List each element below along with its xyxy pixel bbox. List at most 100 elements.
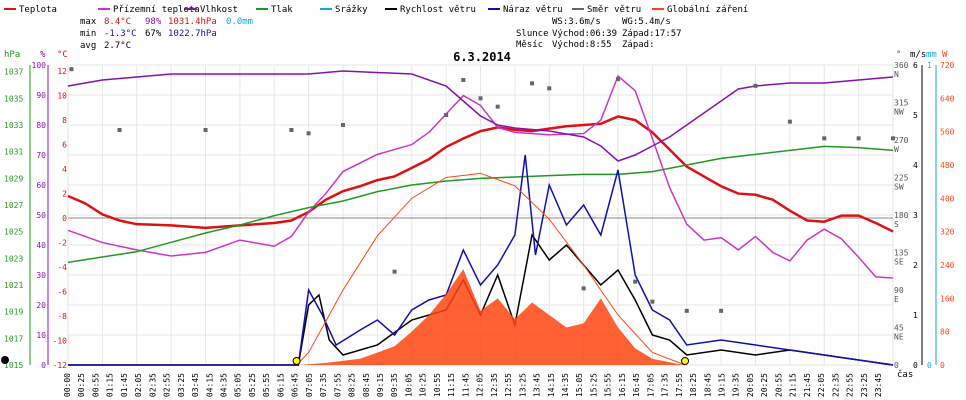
pct-tick-label: 70 xyxy=(36,151,46,160)
dir-tick-label: 180 xyxy=(894,211,909,220)
x-tick-label: 07:05 xyxy=(305,373,314,397)
c-tick-label: -8 xyxy=(57,312,67,321)
dir-tick-label: 135 xyxy=(894,249,909,258)
wind-direction-point xyxy=(616,77,620,82)
x-tick-label: 21:15 xyxy=(789,373,798,397)
legend-label: Globální záření xyxy=(667,5,748,15)
stats-max-rain: 0.0mm xyxy=(226,17,253,27)
c-tick-label: -6 xyxy=(57,288,67,297)
legend-label: Směr větru xyxy=(587,5,641,15)
hpa-tick-label: 1027 xyxy=(4,201,23,210)
c-tick-label: 12 xyxy=(57,67,67,76)
stats-max-hum: 98% xyxy=(145,17,162,27)
x-tick-label: 19:35 xyxy=(732,373,741,397)
dir-name-label: NW xyxy=(894,108,904,117)
stats-max-label: max xyxy=(80,17,97,27)
x-tick-label: 07:55 xyxy=(333,373,342,397)
pct-tick-label: 20 xyxy=(36,301,46,310)
wind-direction-point xyxy=(289,128,294,132)
legend-label: Teplota xyxy=(19,5,57,15)
x-tick-label: 23:45 xyxy=(874,373,883,397)
hpa-tick-label: 1015 xyxy=(4,361,23,370)
ms-tick-label: 2 xyxy=(913,261,918,270)
mm-tick-label: 0 xyxy=(927,361,932,370)
axis-title-c: °C xyxy=(57,50,68,60)
stats-max-press: 1031.4hPa xyxy=(168,17,217,27)
wind-direction-point xyxy=(69,67,74,72)
pct-tick-label: 0 xyxy=(41,361,46,370)
dir-name-label: SW xyxy=(894,183,904,192)
stats-min-hum: 67% xyxy=(145,29,162,39)
dir-tick-label: 360 xyxy=(894,61,909,70)
wind-direction-point xyxy=(306,131,311,136)
dir-name-label: E xyxy=(894,295,899,304)
chart-title: 6.3.2014 xyxy=(453,50,511,64)
wind-direction-point xyxy=(392,269,397,274)
x-tick-label: 03:25 xyxy=(177,373,186,397)
x-tick-label: 20:55 xyxy=(774,373,783,397)
hpa-tick-label: 1033 xyxy=(4,121,23,130)
x-tick-label: 00:55 xyxy=(91,373,100,397)
sun-marker xyxy=(681,357,690,365)
w-tick-label: 240 xyxy=(940,261,955,270)
x-tick-label: 06:15 xyxy=(276,373,285,397)
stats-min-press: 1022.7hPa xyxy=(168,29,217,39)
moon-set: Západ: xyxy=(622,40,655,50)
c-tick-label: 4 xyxy=(62,165,67,174)
dir-name-label: SE xyxy=(894,258,904,267)
wind-direction-point xyxy=(444,113,449,117)
axis-title-mm: mm xyxy=(926,50,937,60)
w-tick-label: 320 xyxy=(940,228,955,237)
wg-value: WG:5.4m/s xyxy=(622,17,671,27)
w-tick-label: 400 xyxy=(940,194,955,203)
stats-min-temp: -1.3°C xyxy=(104,29,137,39)
x-tick-label: 04:15 xyxy=(205,373,214,397)
pct-tick-label: 80 xyxy=(36,121,46,130)
wind-direction-point xyxy=(650,299,655,304)
wind-direction-point xyxy=(547,86,552,91)
x-tick-label: 03:45 xyxy=(191,373,200,397)
dir-tick-label: 90 xyxy=(894,286,904,295)
x-tick-label: 14:35 xyxy=(561,373,570,397)
pct-tick-label: 100 xyxy=(32,61,47,70)
legend-label: Srážky xyxy=(335,5,368,15)
x-tick-label: 09:15 xyxy=(376,373,385,397)
c-tick-label: -10 xyxy=(53,337,68,346)
axis-title-hpa: hPa xyxy=(4,50,20,60)
x-tick-label: 17:35 xyxy=(661,373,670,397)
mm-tick-label: 1 xyxy=(927,61,932,70)
x-tick-label: 12:35 xyxy=(490,373,499,397)
ms-tick-label: 3 xyxy=(913,211,918,220)
ws-value: WS:3.6m/s xyxy=(552,17,601,27)
sun-rise: Východ:06:39 xyxy=(552,29,617,39)
x-tick-label: 01:15 xyxy=(106,373,115,397)
wind-direction-point xyxy=(719,308,724,313)
x-tick-label: 00:00 xyxy=(63,373,72,397)
x-tick-label: 12:05 xyxy=(476,373,485,397)
x-tick-label: 02:05 xyxy=(134,373,143,397)
wind-direction-point xyxy=(495,104,500,109)
wind-direction-point xyxy=(822,136,827,141)
x-tick-label: 05:25 xyxy=(248,373,257,397)
dir-tick-label: 315 xyxy=(894,99,909,108)
moon-label: Měsíc xyxy=(516,40,543,50)
stats-avg-label: avg xyxy=(80,41,96,51)
x-tick-label: 22:55 xyxy=(846,373,855,397)
wind-direction-point xyxy=(787,119,792,124)
axis-title-time: čas xyxy=(897,369,913,380)
legend-label: Rychlost větru xyxy=(400,5,476,15)
wind-direction-point xyxy=(581,286,586,291)
dir-name-label: NE xyxy=(894,333,904,342)
wind-direction-point xyxy=(203,128,208,132)
x-tick-label: 04:35 xyxy=(220,373,229,397)
legend-label: Vlhkost xyxy=(200,5,238,15)
axes: 1037103510331031102910271025102310211019… xyxy=(4,61,955,370)
pct-tick-label: 40 xyxy=(36,241,46,250)
x-tick-label: 23:25 xyxy=(860,373,869,397)
pct-tick-label: 60 xyxy=(36,181,46,190)
sun-set: Západ:17:57 xyxy=(622,29,682,39)
x-tick-label: 13:25 xyxy=(518,373,527,397)
dir-tick-label: 225 xyxy=(894,174,909,183)
x-tick-label: 21:45 xyxy=(803,373,812,397)
